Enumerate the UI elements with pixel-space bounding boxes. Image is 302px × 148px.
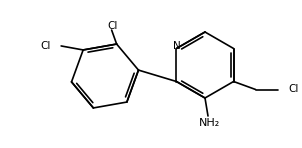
Text: Cl: Cl <box>289 85 299 95</box>
Text: Cl: Cl <box>41 41 51 51</box>
Text: Cl: Cl <box>108 21 118 31</box>
Text: NH₂: NH₂ <box>198 118 220 128</box>
Text: N: N <box>172 41 180 50</box>
